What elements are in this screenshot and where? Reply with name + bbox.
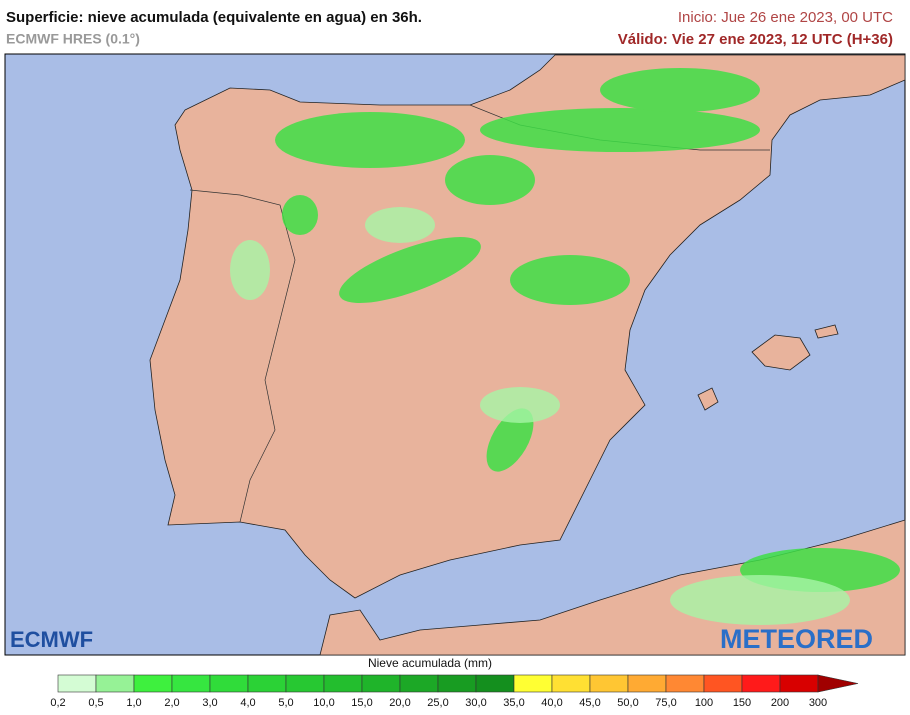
- snow-area: [445, 155, 535, 205]
- title: Superficie: nieve acumulada (equivalente…: [6, 9, 422, 26]
- snow-area: [275, 112, 465, 168]
- legend-label: 1,0: [126, 697, 141, 709]
- legend-label: 300: [809, 697, 827, 709]
- legend-label: 3,0: [202, 697, 217, 709]
- legend-swatch: [475, 674, 515, 693]
- legend-swatch: [57, 674, 97, 693]
- legend-label: 10,0: [313, 697, 334, 709]
- legend-swatch: [627, 674, 667, 693]
- snow-area: [480, 108, 760, 152]
- ecmwf-logo: ECMWF: [10, 627, 93, 652]
- legend-label: 40,0: [541, 697, 562, 709]
- legend-label: 100: [695, 697, 713, 709]
- legend-swatch: [551, 674, 591, 693]
- legend-swatch: [133, 674, 173, 693]
- legend-label: 5,0: [278, 697, 293, 709]
- legend-title: Nieve acumulada (mm): [368, 656, 492, 670]
- snow-light: [230, 207, 850, 625]
- legend-swatch: [665, 674, 705, 693]
- legend-swatch: [247, 674, 287, 693]
- snow-area: [600, 68, 760, 112]
- legend-label: 45,0: [579, 697, 600, 709]
- legend-swatch: [171, 674, 211, 693]
- map: ECMWF METEORED: [4, 53, 906, 656]
- legend-swatch: [209, 674, 249, 693]
- legend-label: 50,0: [617, 697, 638, 709]
- legend-label: 25,0: [427, 697, 448, 709]
- menorca: [814, 324, 839, 339]
- snow-area: [486, 408, 534, 472]
- legend-swatch: [95, 674, 135, 693]
- legend-label: 4,0: [240, 697, 255, 709]
- snow-area: [480, 387, 560, 423]
- legend-label: 0,5: [88, 697, 103, 709]
- legend-swatch: [513, 674, 553, 693]
- snow-area: [365, 207, 435, 243]
- model: ECMWF HRES (0.1°): [6, 31, 140, 47]
- legend-arrow: [817, 674, 859, 693]
- legend-swatch: [703, 674, 743, 693]
- legend-swatch: [437, 674, 477, 693]
- legend-label: 150: [733, 697, 751, 709]
- legend-label: 75,0: [655, 697, 676, 709]
- snow: [275, 68, 900, 592]
- legend-swatch: [779, 674, 819, 693]
- legend-label: 30,0: [465, 697, 486, 709]
- mallorca: [751, 334, 811, 371]
- snow-area: [230, 240, 270, 300]
- legend-swatch: [399, 674, 439, 693]
- snow-area: [670, 575, 850, 625]
- snow-area: [510, 255, 630, 305]
- ibiza: [697, 387, 719, 411]
- colorbar: 0,2 0,5 1,0 2,0 3,0 4,0 5,0 10,0 15,0 20,0 25,0 30,…: [50, 674, 859, 709]
- valid-time: Válido: Vie 27 ene 2023, 12 UTC (H+36): [618, 31, 893, 48]
- legend-swatch: [589, 674, 629, 693]
- legend-label: 2,0: [164, 697, 179, 709]
- snow-area: [339, 237, 481, 303]
- legend-swatch: [741, 674, 781, 693]
- legend-label: 20,0: [389, 697, 410, 709]
- snow-area: [282, 195, 318, 235]
- legend-swatch: [361, 674, 401, 693]
- legend-label: 35,0: [503, 697, 524, 709]
- start-time: Inicio: Jue 26 ene 2023, 00 UTC: [678, 9, 893, 26]
- legend-swatch: [323, 674, 363, 693]
- legend-label: 200: [771, 697, 789, 709]
- land: [149, 54, 906, 599]
- meteored-logo: METEORED: [720, 624, 873, 654]
- legend-label: 0,2: [50, 697, 65, 709]
- legend-swatch: [285, 674, 325, 693]
- legend-label: 15,0: [351, 697, 372, 709]
